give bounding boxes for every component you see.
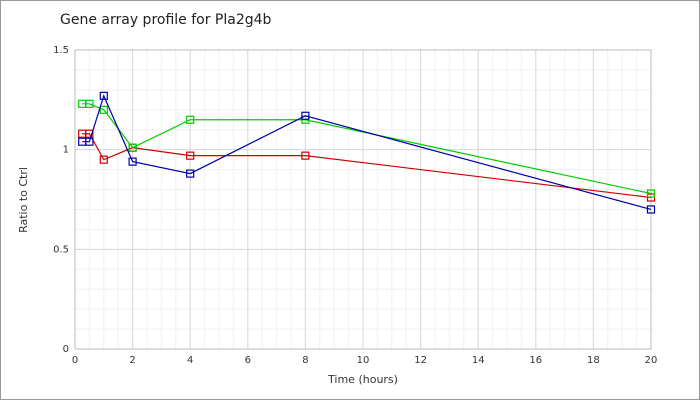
point-marker — [186, 151, 195, 160]
grid — [74, 49, 652, 350]
point-marker — [85, 129, 94, 138]
x-tick-label: 2 — [129, 355, 135, 366]
point-marker — [85, 99, 94, 108]
x-tick-label: 18 — [587, 355, 600, 366]
point-marker — [99, 105, 108, 114]
x-tick-label: 8 — [302, 355, 308, 366]
y-tick-label: 1.5 — [53, 45, 69, 56]
x-axis-label: Time (hours) — [327, 373, 398, 386]
point-marker — [301, 151, 310, 160]
x-tick-label: 14 — [472, 355, 485, 366]
point-marker — [128, 157, 137, 166]
series-line — [82, 94, 652, 211]
point-marker — [646, 189, 656, 198]
point-marker — [301, 111, 310, 120]
point-marker — [128, 143, 137, 152]
x-tick-label: 0 — [72, 355, 78, 366]
x-tick-label: 20 — [645, 355, 658, 366]
point-marker — [85, 137, 94, 146]
x-tick-label: 16 — [529, 355, 542, 366]
x-tick-label: 12 — [414, 355, 427, 366]
x-tick-label: 10 — [357, 355, 370, 366]
chart-title: Gene array profile for Pla2g4b — [60, 12, 272, 28]
point-marker — [99, 155, 108, 164]
point-marker — [186, 169, 195, 178]
plot-area — [74, 49, 652, 350]
y-tick-label: 0 — [63, 344, 69, 355]
y-axis-label: Ratio to Ctrl — [17, 167, 30, 233]
y-tick-label: 1 — [63, 145, 69, 156]
y-tick-label: 0.5 — [53, 244, 69, 255]
x-tick-label: 6 — [245, 355, 251, 366]
point-marker — [646, 205, 656, 214]
x-tick-label: 4 — [187, 355, 193, 366]
marks — [78, 91, 656, 214]
point-marker — [186, 115, 195, 124]
point-marker — [99, 91, 108, 100]
